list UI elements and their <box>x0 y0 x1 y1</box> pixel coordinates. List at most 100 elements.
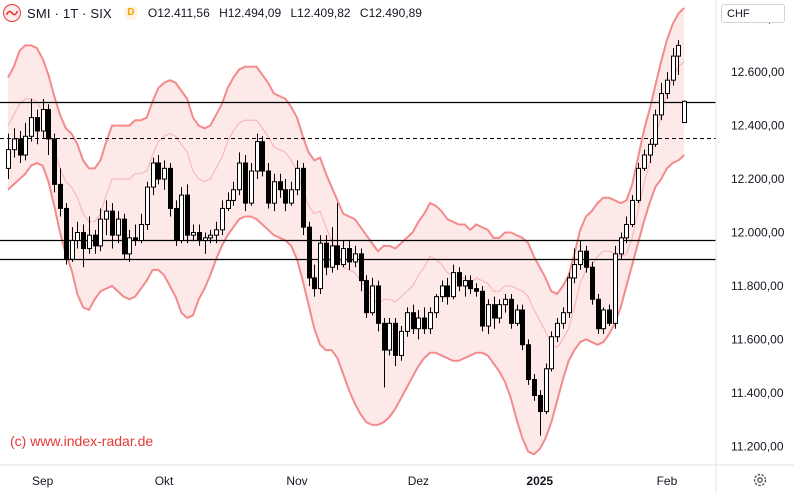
data-badge[interactable]: D <box>123 6 138 20</box>
candle <box>35 109 40 145</box>
candle-body-up <box>145 186 150 225</box>
candle-body-up <box>544 368 549 413</box>
candle-body-down <box>81 232 86 250</box>
candle-body-down <box>393 322 398 356</box>
candle-body-up <box>214 229 219 236</box>
candle <box>87 216 92 254</box>
candle <box>116 211 121 244</box>
band-fill <box>8 8 685 455</box>
candle <box>682 100 687 124</box>
candle <box>330 227 335 273</box>
candle-body-up <box>503 298 508 306</box>
candle <box>127 229 132 262</box>
candle-body-down <box>278 181 283 191</box>
candle-body-down <box>35 117 40 132</box>
candle <box>474 283 479 297</box>
candle <box>214 221 219 244</box>
candle-body-down <box>122 218 127 255</box>
candle-body-up <box>179 194 184 242</box>
candle-body-up <box>624 223 629 239</box>
high-value: H12.494,09 <box>219 6 282 20</box>
candle-body-down <box>596 298 601 330</box>
candle-body-up <box>70 240 75 260</box>
candle-body-up <box>578 250 583 266</box>
candle-body-down <box>283 189 288 204</box>
candle-body-up <box>648 143 653 156</box>
candle <box>590 261 595 305</box>
candle-body-up <box>237 162 242 191</box>
candle <box>266 163 271 209</box>
candle-body-up <box>405 312 410 332</box>
candle <box>133 224 138 246</box>
candle <box>341 240 346 268</box>
candle <box>104 200 109 236</box>
candle <box>93 229 98 254</box>
candle-body-down <box>520 309 525 346</box>
candle <box>301 163 306 236</box>
price-tick-label: 11.200,00 <box>731 439 784 453</box>
candle <box>243 155 248 212</box>
candle-body-up <box>23 135 28 156</box>
candle-body-up <box>87 234 92 250</box>
candle-body-up <box>387 322 392 351</box>
candle-body-up <box>636 167 641 201</box>
candle-body-up <box>416 317 421 330</box>
candle <box>295 160 300 196</box>
candle-body-up <box>451 272 456 298</box>
candle <box>607 304 612 327</box>
candle <box>584 245 589 273</box>
candle <box>387 318 392 356</box>
candle-body-down <box>584 250 589 268</box>
candle-body-down <box>457 272 462 287</box>
candle-body-down <box>307 226 312 279</box>
symbol-label[interactable]: SMI · 1T · SIX <box>27 5 112 21</box>
candle <box>12 128 17 158</box>
candle-body-down <box>474 288 479 292</box>
candle <box>538 390 543 436</box>
candle <box>463 275 468 297</box>
candle <box>624 216 629 244</box>
candle-body-up <box>676 44 681 57</box>
candle-body-up <box>208 234 213 239</box>
candle <box>347 240 352 270</box>
candle-body-up <box>255 141 260 172</box>
price-tick-label: 11.400,00 <box>731 386 784 400</box>
candle-body-down <box>168 167 173 209</box>
candle-body-up <box>619 237 624 255</box>
candle <box>29 98 34 142</box>
candle-body-down <box>46 109 51 140</box>
candle <box>283 179 288 212</box>
candle-body-down <box>422 317 427 330</box>
candle <box>596 293 601 335</box>
candle-body-up <box>41 109 46 132</box>
candle <box>145 181 150 230</box>
ohlc-values: O12.411,56 H12.494,09 L12.409,82 C12.490… <box>148 6 428 20</box>
currency-selector[interactable]: CHF <box>721 4 785 23</box>
candle <box>555 318 560 343</box>
candlestick-series <box>6 40 687 436</box>
candle-body-down <box>266 170 271 204</box>
candle <box>318 235 323 294</box>
candle-body-down <box>335 245 340 266</box>
candle <box>179 187 184 244</box>
candle-body-down <box>382 322 387 351</box>
band-upper-line <box>7 7 685 296</box>
settings-gear-icon[interactable] <box>752 472 768 488</box>
candle <box>260 136 265 177</box>
candle-body-down <box>58 183 63 209</box>
candle <box>492 296 497 329</box>
candle-body-up <box>29 117 34 137</box>
candle <box>630 195 635 228</box>
candle-body-up <box>555 322 560 338</box>
candle-body-up <box>104 210 109 220</box>
candle-body-up <box>399 330 404 356</box>
price-axis[interactable]: 11.200,00 11.400,00 11.600,00 11.800,00 12.0… <box>731 12 785 454</box>
time-axis[interactable]: Sep Okt Nov Dez 2025 Feb <box>32 474 678 488</box>
candle-body-up <box>226 199 231 209</box>
candle <box>451 264 456 300</box>
candle <box>185 184 190 244</box>
candle <box>434 293 439 319</box>
candle-body-down <box>532 378 537 397</box>
trend-logo-icon[interactable] <box>3 4 21 22</box>
